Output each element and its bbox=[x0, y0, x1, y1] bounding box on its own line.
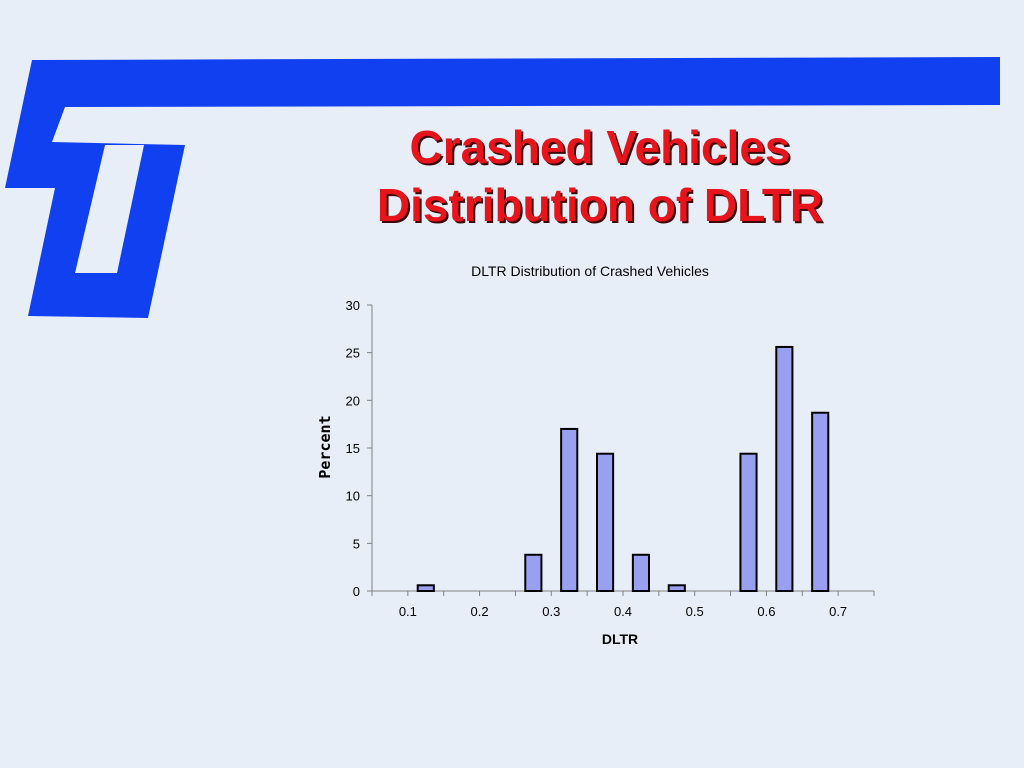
x-tick-label: 0.1 bbox=[399, 604, 417, 619]
bar bbox=[631, 553, 650, 592]
logo-top-bar bbox=[5, 57, 1000, 318]
x-tick-label: 0.6 bbox=[757, 604, 775, 619]
bar bbox=[775, 345, 794, 592]
bar bbox=[560, 427, 579, 592]
bar bbox=[524, 553, 543, 592]
y-tick-label: 25 bbox=[346, 346, 360, 361]
bar bbox=[811, 411, 830, 592]
plot-area: 0 5 10 15 20 25 30 0.1 0.2 0.3 0.4 0.5 0.6 0.7 bbox=[346, 298, 875, 619]
y-tick-label: 5 bbox=[353, 536, 360, 551]
x-tick-label: 0.7 bbox=[829, 604, 847, 619]
logo-inner-notch bbox=[75, 145, 144, 273]
x-tick-label: 0.3 bbox=[542, 604, 560, 619]
x-tick-label: 0.5 bbox=[686, 604, 704, 619]
x-axis-title: DLTR bbox=[602, 631, 638, 647]
bar bbox=[667, 584, 686, 593]
y-axis-title: Percent bbox=[316, 415, 334, 478]
bar bbox=[739, 452, 758, 592]
y-tick-label: 0 bbox=[353, 584, 360, 599]
university-logo bbox=[5, 57, 1000, 318]
y-tick-label: 30 bbox=[346, 298, 360, 313]
slide-title-line1: Crashed Vehicles bbox=[409, 121, 791, 173]
bar bbox=[596, 452, 615, 592]
x-tick-label: 0.4 bbox=[614, 604, 632, 619]
slide-title-line2: Distribution of DLTR bbox=[376, 179, 824, 231]
y-tick-label: 20 bbox=[346, 393, 360, 408]
y-tick-label: 10 bbox=[346, 489, 360, 504]
bar bbox=[416, 584, 435, 593]
x-tick-label: 0.2 bbox=[471, 604, 489, 619]
chart-title: DLTR Distribution of Crashed Vehicles bbox=[471, 263, 709, 279]
y-tick-label: 15 bbox=[346, 441, 360, 456]
slide-title: Crashed Vehicles Distribution of DLTR bbox=[300, 118, 900, 234]
